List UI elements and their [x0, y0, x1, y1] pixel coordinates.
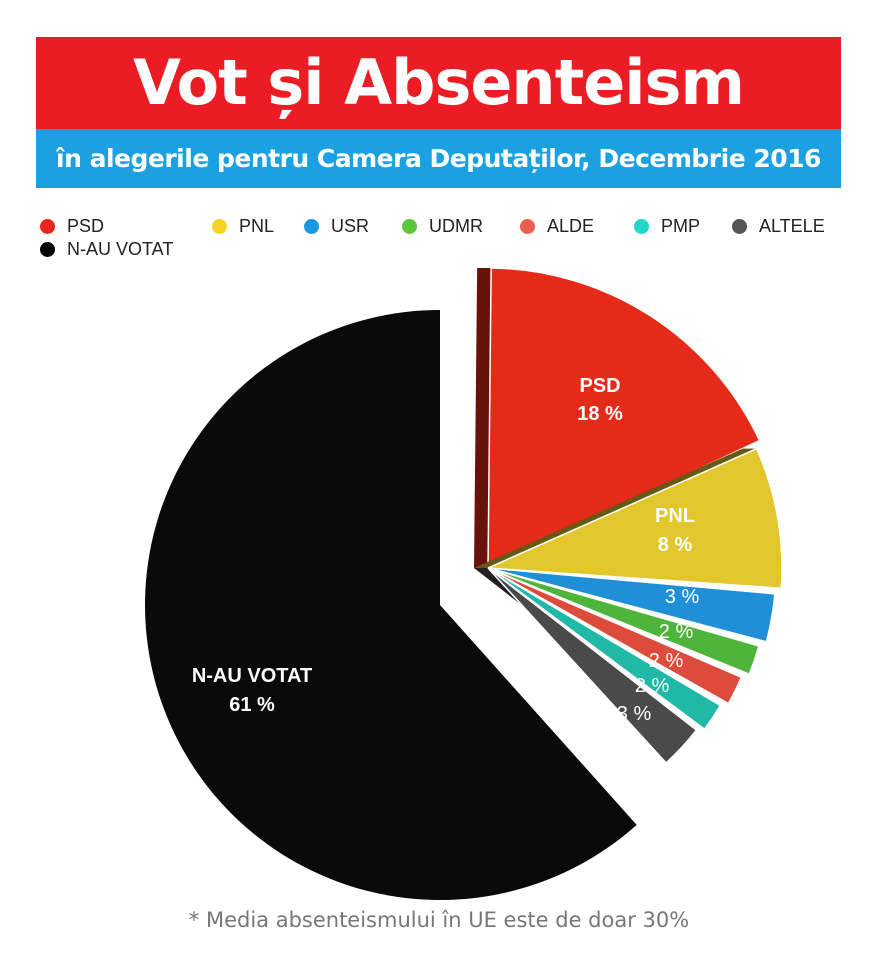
pmp-value: 2 %: [635, 675, 670, 697]
slice-n-au-votat: [144, 310, 637, 900]
legend-dot-icon: [212, 219, 227, 234]
legend-dot-icon: [634, 219, 649, 234]
chart-title: Vot și Absenteism: [36, 37, 841, 129]
pnl-label: PNL: [655, 505, 695, 527]
psd-label: PSD: [579, 375, 620, 397]
legend-label: PMP: [661, 216, 701, 236]
psd-value: 18 %: [577, 403, 623, 425]
legend-dot-icon: [402, 219, 417, 234]
legend-item-psd: PSD: [40, 216, 104, 237]
legend-label: ALTELE: [759, 216, 825, 236]
altele-value: 3 %: [617, 703, 652, 725]
legend-item-pmp: PMP: [634, 216, 700, 237]
udmr-value: 2 %: [659, 621, 694, 643]
legend-label: USR: [331, 216, 370, 236]
alde-value: 2 %: [649, 650, 684, 672]
legend-dot-icon: [304, 219, 319, 234]
legend-item-n-au-votat: N-AU VOTAT: [40, 239, 173, 260]
legend-item-alde: ALDE: [520, 216, 594, 237]
legend-item-pnl: PNL: [212, 216, 274, 237]
nav-value: 61 %: [229, 694, 275, 716]
legend-label: UDMR: [429, 216, 483, 236]
usr-value: 3 %: [665, 586, 700, 608]
slice-alde: [487, 567, 743, 705]
slice-altele: [487, 567, 698, 764]
legend-item-usr: USR: [304, 216, 369, 237]
slice-side-psd: [474, 268, 492, 568]
legend-label: PNL: [239, 216, 275, 236]
legend-dot-icon: [520, 219, 535, 234]
footnote: * Media absenteismului în UE este de doa…: [188, 908, 690, 932]
slice-pnl: [487, 447, 783, 590]
legend-label: ALDE: [547, 216, 595, 236]
legend-label: N-AU VOTAT: [67, 239, 174, 259]
pnl-value: 8 %: [658, 534, 693, 556]
legend-item-udmr: UDMR: [402, 216, 483, 237]
legend-dot-icon: [40, 219, 55, 234]
slice-psd: [487, 267, 761, 570]
slice-labels: PSD 18 % PNL 8 % 3 % 2 % 2 % 2 % 3 % N-A…: [192, 375, 700, 725]
slice-udmr: [487, 567, 760, 676]
chart-legend: PSD PNL USR UDMR ALDE PMP ALTELE N-AU VOTAT: [40, 216, 840, 266]
slice-side-pnl: [474, 448, 757, 568]
nav-label: N-AU VOTAT: [192, 665, 312, 687]
chart-subtitle: în alegerile pentru Camera Deputaților, …: [36, 129, 841, 188]
legend-dot-icon: [40, 242, 55, 257]
legend-item-altele: ALTELE: [732, 216, 825, 237]
slice-usr: [487, 567, 776, 643]
slice-pmp: [487, 567, 722, 731]
legend-dot-icon: [732, 219, 747, 234]
legend-label: PSD: [67, 216, 105, 236]
